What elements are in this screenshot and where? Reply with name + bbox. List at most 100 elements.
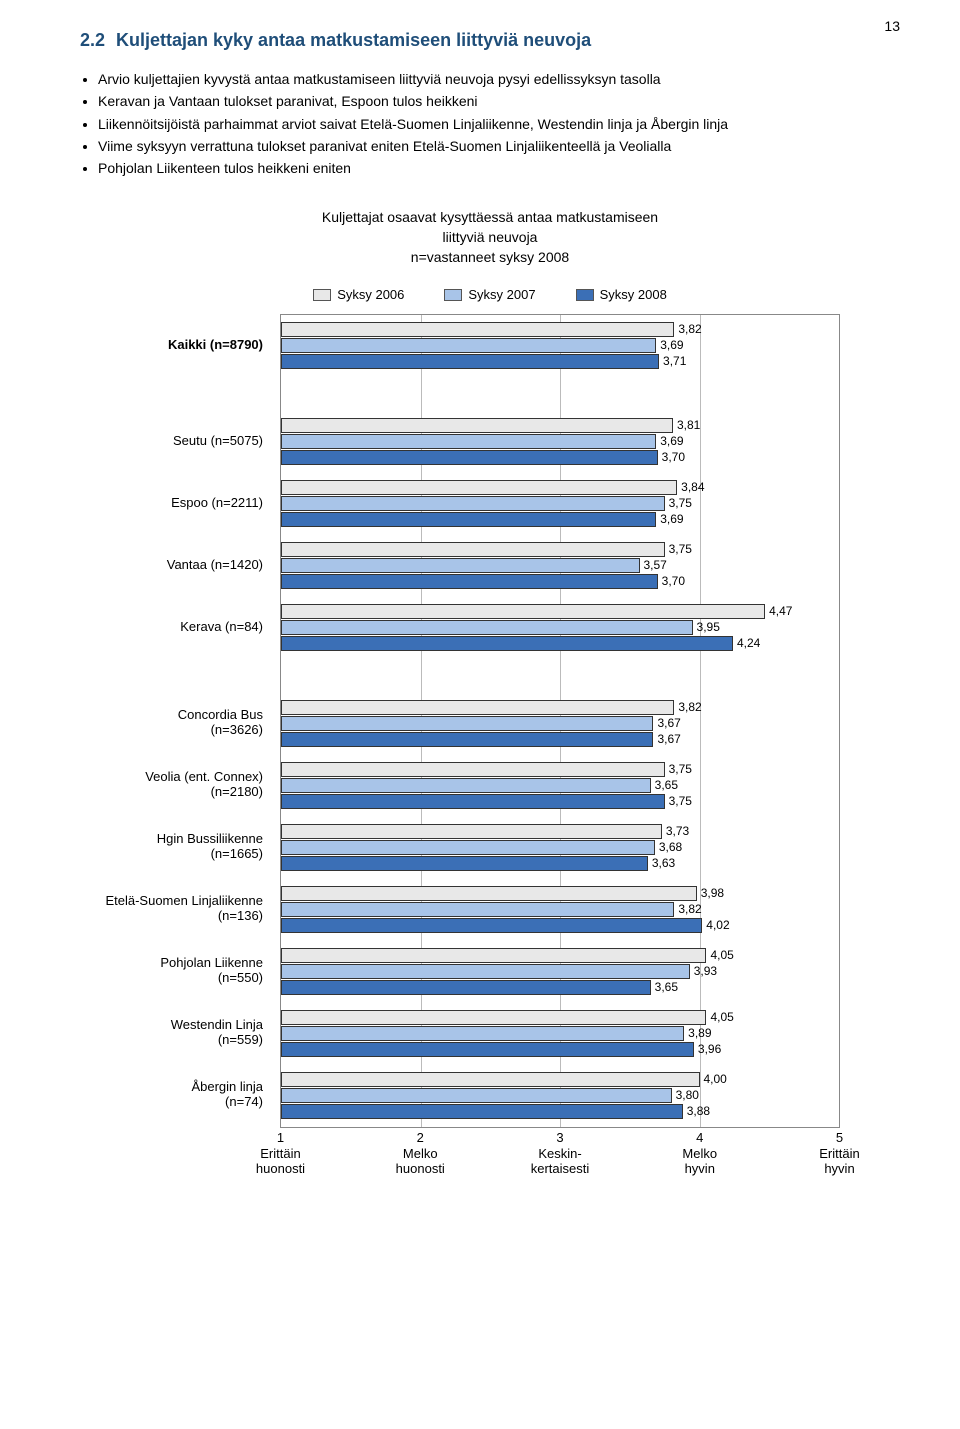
bar-value-label: 3,82 <box>678 700 701 714</box>
legend-swatch <box>576 289 594 301</box>
bar-wrap: 3,71 <box>281 354 839 369</box>
bar-wrap: 3,95 <box>281 620 839 635</box>
bar-wrap: 3,96 <box>281 1042 839 1057</box>
row-gap <box>281 997 839 1009</box>
bullet-item: Liikennöitsijöistä parhaimmat arviot sai… <box>98 114 900 134</box>
bar <box>281 700 674 715</box>
bar-wrap: 3,57 <box>281 558 839 573</box>
chart-title-line: n=vastanneet syksy 2008 <box>80 248 900 268</box>
row-gap <box>281 749 839 761</box>
chart-row: Hgin Bussiliikenne(n=1665)3,733,683,63 <box>281 823 839 871</box>
bar <box>281 948 706 963</box>
bar-wrap: 3,70 <box>281 574 839 589</box>
bar-value-label: 3,96 <box>698 1042 721 1056</box>
bar-value-label: 4,02 <box>706 918 729 932</box>
chart-row: Westendin Linja(n=559)4,053,893,96 <box>281 1009 839 1057</box>
chart-row: Espoo (n=2211)3,843,753,69 <box>281 479 839 527</box>
axis-tick: 3Keskin-kertaisesti <box>560 1130 561 1177</box>
row-label: Espoo (n=2211) <box>71 496 271 511</box>
row-bars: 3,823,69 3,71 <box>281 321 839 369</box>
legend-item: Syksy 2007 <box>444 287 535 302</box>
row-gap <box>281 935 839 947</box>
bar-wrap: 3,80 <box>281 1088 839 1103</box>
bar-value-label: 4,00 <box>704 1072 727 1086</box>
legend-item: Syksy 2006 <box>313 287 404 302</box>
bar <box>281 824 662 839</box>
bar-wrap: 3,67 <box>281 732 839 747</box>
bar-wrap: 3,69 <box>281 434 839 449</box>
bar-value-label: 3,75 <box>669 762 692 776</box>
row-label: Etelä-Suomen Linjaliikenne(n=136) <box>71 894 271 924</box>
bar-value-label: 3,98 <box>701 886 724 900</box>
bar-value-label: 4,05 <box>710 948 733 962</box>
bar <box>281 1010 706 1025</box>
row-bars: 4,05 3,93 3,65 <box>281 947 839 995</box>
bar <box>281 338 656 353</box>
bar-value-label: 3,75 <box>669 542 692 556</box>
bar-value-label: 4,05 <box>710 1010 733 1024</box>
chart-title: Kuljettajat osaavat kysyttäessä antaa ma… <box>80 208 900 267</box>
page: 13 2.2Kuljettajan kyky antaa matkustamis… <box>0 0 960 1197</box>
bar <box>281 716 653 731</box>
bar <box>281 886 697 901</box>
bar-value-label: 3,95 <box>697 620 720 634</box>
bar <box>281 542 665 557</box>
bar-wrap: 4,05 <box>281 948 839 963</box>
bar-value-label: 3,88 <box>687 1104 710 1118</box>
row-bars: 4,00 3,80 3,88 <box>281 1071 839 1119</box>
axis-tick: 1Erittäinhuonosti <box>280 1130 281 1177</box>
bar <box>281 918 702 933</box>
bar <box>281 980 651 995</box>
bar <box>281 732 653 747</box>
row-label: Pohjolan Liikenne(n=550) <box>71 956 271 986</box>
bar-value-label: 3,75 <box>669 794 692 808</box>
chart-row: Kaikki (n=8790)3,823,693,71 <box>281 321 839 369</box>
row-gap <box>281 1059 839 1071</box>
bar-wrap: 3,82 <box>281 700 839 715</box>
chart-plot-area: Kaikki (n=8790)3,823,693,71Seutu (n=5075… <box>280 314 840 1128</box>
bar <box>281 840 655 855</box>
bar <box>281 856 648 871</box>
bar-value-label: 3,69 <box>660 338 683 352</box>
bar-wrap: 3,82 <box>281 322 839 337</box>
row-label: Åbergin linja(n=74) <box>71 1080 271 1110</box>
bar-value-label: 3,73 <box>666 824 689 838</box>
bar <box>281 434 656 449</box>
group-gap <box>281 371 839 417</box>
bar <box>281 1104 683 1119</box>
row-gap <box>281 467 839 479</box>
chart-row: Etelä-Suomen Linjaliikenne(n=136)3,983,8… <box>281 885 839 933</box>
row-label: Westendin Linja(n=559) <box>71 1018 271 1048</box>
bar-value-label: 4,24 <box>737 636 760 650</box>
bullet-item: Arvio kuljettajien kyvystä antaa matkust… <box>98 69 900 89</box>
bar-wrap: 3,93 <box>281 964 839 979</box>
bar <box>281 902 674 917</box>
bar <box>281 794 665 809</box>
bar-wrap: 3,68 <box>281 840 839 855</box>
bar <box>281 480 677 495</box>
bar-wrap: 3,75 <box>281 542 839 557</box>
chart-row: Vantaa (n=1420)3,753,573,70 <box>281 541 839 589</box>
row-bars: 3,753,653,75 <box>281 761 839 809</box>
bar <box>281 1026 684 1041</box>
row-label: Seutu (n=5075) <box>71 434 271 449</box>
row-gap <box>281 811 839 823</box>
bar <box>281 762 665 777</box>
bar-wrap: 3,65 <box>281 980 839 995</box>
bar-value-label: 3,75 <box>669 496 692 510</box>
row-bars: 4,473,954,24 <box>281 603 839 651</box>
section-heading: 2.2Kuljettajan kyky antaa matkustamiseen… <box>80 30 900 51</box>
bar <box>281 1042 694 1057</box>
row-label: Concordia Bus(n=3626) <box>71 708 271 738</box>
bar-value-label: 3,82 <box>678 902 701 916</box>
bar-wrap: 3,89 <box>281 1026 839 1041</box>
bar-value-label: 3,80 <box>676 1088 699 1102</box>
bar-wrap: 3,82 <box>281 902 839 917</box>
bar-wrap: 3,69 <box>281 338 839 353</box>
legend-label: Syksy 2006 <box>337 287 404 302</box>
row-gap <box>281 873 839 885</box>
bar-value-label: 3,63 <box>652 856 675 870</box>
bar <box>281 964 690 979</box>
bar-value-label: 3,93 <box>694 964 717 978</box>
row-bars: 4,05 3,893,96 <box>281 1009 839 1057</box>
